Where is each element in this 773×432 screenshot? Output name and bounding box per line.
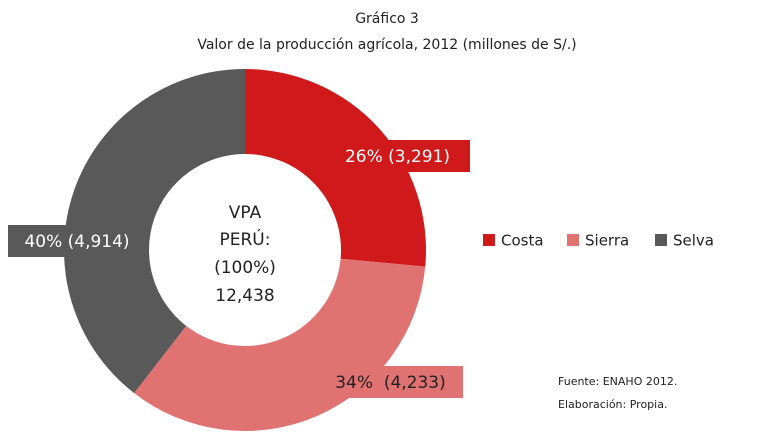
legend-label: Costa: [501, 232, 544, 250]
chart-subtitle: Valor de la producción agrícola, 2012 (m…: [197, 37, 576, 53]
center-label: VPA: [229, 203, 262, 223]
slice: [64, 69, 246, 394]
data-label: 40% (4,914): [24, 232, 129, 252]
legend-swatch: [655, 234, 667, 246]
legend-swatch: [483, 234, 495, 246]
slice: [134, 258, 426, 431]
label-box: [8, 225, 146, 257]
note: Elaboración: Propia.: [558, 398, 667, 411]
center-label: 12,438: [215, 286, 274, 306]
label-box: [318, 366, 463, 398]
data-label: 26% (3,291): [345, 147, 450, 167]
data-label: 34% (4,233): [335, 373, 446, 393]
center-label: PERÚ:: [220, 228, 271, 250]
legend-label: Selva: [673, 232, 714, 250]
chart-title: Gráfico 3: [355, 11, 419, 27]
legend-swatch: [567, 234, 579, 246]
legend-label: Sierra: [585, 232, 629, 250]
note: Fuente: ENAHO 2012.: [558, 375, 677, 388]
label-box: [325, 140, 470, 172]
center-label: (100%): [214, 258, 276, 278]
